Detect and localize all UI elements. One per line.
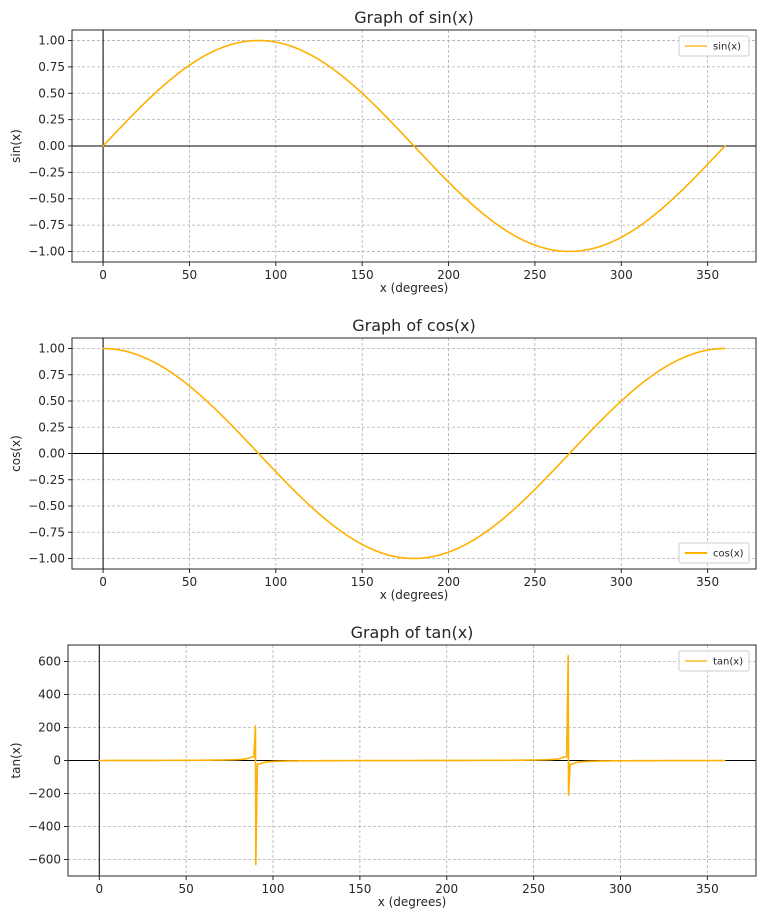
y-tick-label: −600 [28, 853, 61, 867]
y-tick-label: −0.50 [28, 192, 65, 206]
y-tick-label: −0.75 [28, 218, 65, 232]
x-tick-label: 300 [610, 575, 633, 589]
legend-label: sin(x) [713, 42, 741, 53]
x-tick-label: 200 [437, 268, 460, 282]
x-tick-label: 350 [696, 268, 719, 282]
chart-1: 0 50 100 150 200 250 300 350 −1.00 −0.75 −0.50 −0.2… [9, 316, 757, 602]
x-tick-label: 200 [437, 575, 460, 589]
x-axis-label: x (degrees) [378, 895, 447, 909]
legend-box [678, 35, 750, 57]
series-line-tan(x) [98, 654, 726, 866]
y-tick-label: 0.75 [38, 368, 65, 382]
x-tick-label: 150 [351, 575, 374, 589]
legend-box [678, 542, 750, 564]
x-tick-label: 100 [264, 575, 287, 589]
x-tick-label: 0 [99, 575, 107, 589]
x-tick-label: 50 [182, 575, 197, 589]
x-tick-label: 250 [523, 268, 546, 282]
x-tick-label: 300 [609, 882, 632, 896]
x-tick-label: 100 [264, 268, 287, 282]
legend: sin(x) [678, 35, 750, 57]
x-tick-label: 50 [182, 268, 197, 282]
x-tick-label: 350 [696, 882, 719, 896]
legend-box [678, 650, 750, 672]
y-tick-label: 0.25 [38, 113, 65, 127]
y-tick-label: −1.00 [28, 244, 65, 258]
y-tick-label: 400 [38, 688, 61, 702]
y-tick-label: 0 [53, 754, 61, 768]
chart-title: Graph of cos(x) [352, 316, 476, 335]
legend: tan(x) [678, 650, 750, 672]
y-tick-label: −200 [28, 787, 61, 801]
x-tick-label: 250 [523, 575, 546, 589]
y-tick-label: −0.25 [28, 165, 65, 179]
x-tick-label: 250 [522, 882, 545, 896]
x-axis-label: x (degrees) [380, 281, 449, 295]
x-tick-label: 50 [179, 882, 194, 896]
legend-label: cos(x) [713, 549, 744, 560]
y-tick-label: −0.75 [28, 525, 65, 539]
y-tick-label: 600 [38, 655, 61, 669]
y-tick-label: −0.25 [28, 473, 65, 487]
y-tick-label: 1.00 [38, 34, 65, 48]
x-tick-label: 100 [262, 882, 285, 896]
x-tick-label: 0 [95, 882, 103, 896]
x-tick-label: 300 [610, 268, 633, 282]
chart-2: 0 50 100 150 200 250 300 350 −600 −400 −200 0 200 400… [9, 623, 757, 909]
x-tick-label: 200 [435, 882, 458, 896]
x-tick-label: 350 [696, 575, 719, 589]
x-tick-label: 0 [99, 268, 107, 282]
y-tick-label: 0.25 [38, 420, 65, 434]
x-tick-label: 150 [348, 882, 371, 896]
legend-label: tan(x) [713, 657, 743, 668]
series-line-cos(x) [102, 347, 726, 560]
y-tick-label: −0.50 [28, 499, 65, 513]
y-axis-label: tan(x) [9, 742, 23, 778]
y-tick-label: 200 [38, 721, 61, 735]
chart-title: Graph of sin(x) [354, 8, 474, 27]
y-tick-label: 0.00 [38, 139, 65, 153]
y-tick-label: −1.00 [28, 552, 65, 566]
y-axis-label: sin(x) [9, 129, 23, 163]
y-tick-label: 0.50 [38, 394, 65, 408]
chart-title: Graph of tan(x) [351, 623, 474, 642]
y-tick-label: −400 [28, 820, 61, 834]
chart-0: 0 50 100 150 200 250 300 350 −1.00 −0.75 −0.50 −0.2… [9, 8, 757, 295]
series-line-sin(x) [102, 39, 726, 253]
x-tick-label: 150 [351, 268, 374, 282]
legend: cos(x) [678, 542, 750, 564]
x-axis-label: x (degrees) [380, 588, 449, 602]
y-tick-label: 0.00 [38, 447, 65, 461]
y-axis-label: cos(x) [9, 435, 23, 472]
y-tick-label: 0.50 [38, 86, 65, 100]
y-tick-label: 0.75 [38, 60, 65, 74]
y-tick-label: 1.00 [38, 342, 65, 356]
